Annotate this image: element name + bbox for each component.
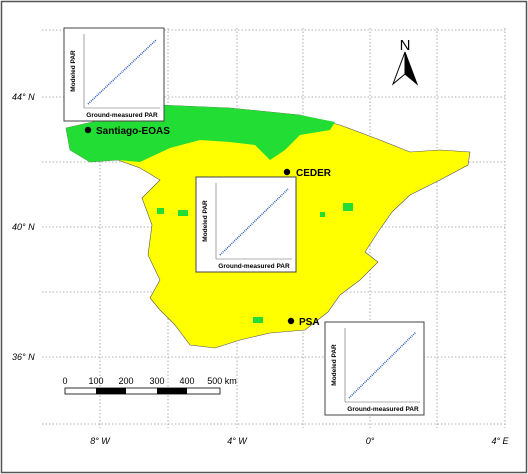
inset-x-label: Ground-measured PAR xyxy=(86,112,158,119)
lon-label: 4° E xyxy=(491,436,509,446)
station-label: PSA xyxy=(299,317,320,328)
north-arrow: N xyxy=(391,37,419,86)
lon-labels: 8° W 4° W 0° 4° E xyxy=(90,436,509,446)
scale-segment xyxy=(96,388,126,394)
lat-labels: 44° N 40° N 36° N xyxy=(12,92,35,362)
inset-y-label: Modeled PAR xyxy=(331,344,338,386)
lat-label: 40° N xyxy=(12,222,35,232)
station-label: CEDER xyxy=(296,168,332,179)
station-dot xyxy=(84,126,92,134)
inset-frame xyxy=(63,27,165,122)
inset-x-label: Ground-measured PAR xyxy=(218,263,290,270)
inset: Modeled PAR Ground-measured PAR xyxy=(195,176,297,273)
land-green-patch xyxy=(157,208,164,214)
lat-label: 36° N xyxy=(12,352,35,362)
lon-label: 0° xyxy=(366,436,375,446)
inset-frame xyxy=(324,321,425,416)
scale-label: 400 xyxy=(179,376,194,386)
inset-y-label: Modeled PAR xyxy=(70,50,77,92)
land-green-patch xyxy=(320,212,325,217)
scale-label: 500 km xyxy=(207,376,237,386)
inset-frame xyxy=(195,176,297,273)
scale-segment xyxy=(157,388,187,394)
inset: Modeled PAR Ground-measured PAR xyxy=(324,321,425,416)
station-dot xyxy=(287,317,295,325)
land-green-patch xyxy=(343,203,353,211)
lon-label: 8° W xyxy=(90,436,111,446)
inset: Modeled PAR Ground-measured PAR xyxy=(63,27,165,122)
stations: Santiago-EOAS CEDER PSA xyxy=(84,126,332,328)
scale-label: 0 xyxy=(62,376,67,386)
scale-label: 300 xyxy=(149,376,164,386)
land-green-patch xyxy=(253,317,263,323)
lon-label: 4° W xyxy=(227,436,248,446)
arrow-right xyxy=(404,51,419,86)
lat-label: 44° N xyxy=(12,92,35,102)
scale-segment xyxy=(64,387,221,395)
inset-x-label: Ground-measured PAR xyxy=(347,406,419,413)
scale-label: 200 xyxy=(118,376,133,386)
north-label: N xyxy=(400,37,411,54)
scale-bar: 0 100 200 300 400 500 km xyxy=(62,376,237,395)
station-dot xyxy=(283,168,291,176)
station-label: Santiago-EOAS xyxy=(96,126,170,137)
inset-points xyxy=(348,331,417,399)
inset-y-label: Modeled PAR xyxy=(202,200,209,242)
scale-label: 100 xyxy=(88,376,103,386)
land-green-patch xyxy=(178,210,188,216)
inset-points xyxy=(219,188,289,256)
inset-points xyxy=(87,39,157,105)
